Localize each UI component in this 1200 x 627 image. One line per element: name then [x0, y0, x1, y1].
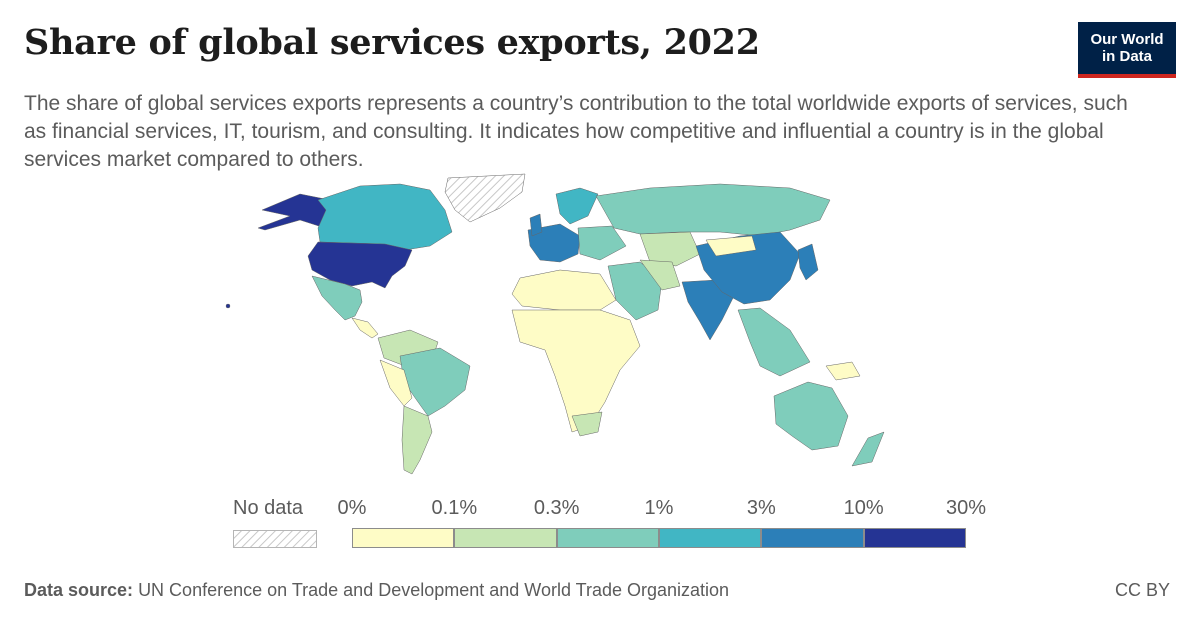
logo-line-2: in Data	[1101, 48, 1152, 65]
country-mongolia[interactable]	[705, 235, 757, 257]
legend-no-data-swatch	[233, 530, 317, 548]
region-hawaii[interactable]	[225, 303, 231, 309]
legend-tick-label: 30%	[945, 497, 987, 519]
legend-bin[interactable]	[454, 528, 557, 548]
chart-subtitle: The share of global services exports rep…	[24, 92, 1128, 171]
legend-bin[interactable]	[761, 528, 864, 548]
legend-tick-label: 0%	[337, 497, 367, 519]
legend-bin[interactable]	[659, 528, 762, 548]
country-australia[interactable]	[773, 381, 849, 451]
legend-tick-label: 1%	[644, 497, 674, 519]
region-scandinavia[interactable]	[555, 187, 599, 225]
legend-tick-label: 10%	[843, 497, 884, 519]
data-source-label: Data source:	[24, 580, 134, 600]
region-central-america[interactable]	[351, 317, 379, 339]
region-southeast-asia[interactable]	[737, 307, 811, 377]
region-andes[interactable]	[379, 359, 413, 407]
legend-tick-label: 0.1%	[431, 497, 478, 519]
country-greenland[interactable]	[444, 173, 526, 223]
legend-bin[interactable]	[863, 528, 966, 548]
region-sub-saharan-africa[interactable]	[511, 309, 641, 433]
country-mexico[interactable]	[311, 275, 363, 321]
country-united-kingdom[interactable]	[529, 213, 543, 237]
chart-title: Share of global services exports, 2022	[24, 22, 760, 63]
color-legend: No data 0% 0.1% 0.3% 1% 3% 10% 30%	[0, 494, 1200, 554]
legend-tick-label: 3%	[746, 497, 776, 519]
legend-no-data-label: No data	[233, 497, 304, 519]
region-papua[interactable]	[825, 361, 861, 381]
owid-logo[interactable]: Our World in Data	[1078, 22, 1176, 78]
country-iran[interactable]	[639, 259, 681, 291]
region-western-europe[interactable]	[527, 223, 581, 263]
region-central-asia[interactable]	[639, 231, 701, 267]
data-source-text[interactable]: UN Conference on Trade and Development a…	[138, 580, 730, 600]
region-japan-korea[interactable]	[797, 243, 819, 281]
data-source: Data source: UN Conference on Trade and …	[24, 580, 729, 601]
region-north-africa[interactable]	[511, 269, 617, 311]
legend-bin[interactable]	[556, 528, 659, 548]
country-new-zealand[interactable]	[851, 431, 885, 467]
region-eastern-europe[interactable]	[577, 225, 627, 261]
legend-tick-label: 0.3%	[533, 497, 580, 519]
country-alaska[interactable]	[257, 193, 331, 231]
country-united-states[interactable]	[307, 241, 413, 289]
country-canada[interactable]	[317, 183, 453, 251]
logo-line-1: Our World	[1090, 31, 1164, 48]
license[interactable]: CC BY	[1114, 580, 1170, 600]
legend-bin[interactable]	[352, 528, 455, 548]
region-southern-cone[interactable]	[401, 405, 433, 475]
country-russia[interactable]	[595, 183, 831, 237]
world-map	[225, 173, 885, 475]
country-south-africa[interactable]	[571, 411, 603, 437]
country-brazil[interactable]	[399, 347, 471, 417]
